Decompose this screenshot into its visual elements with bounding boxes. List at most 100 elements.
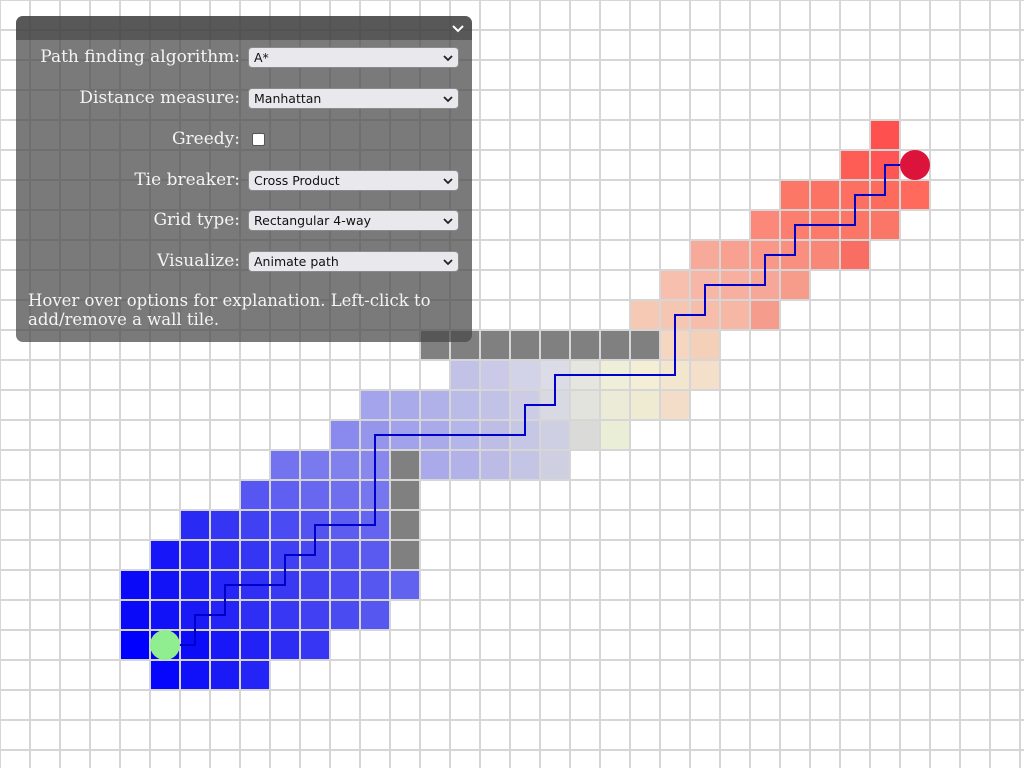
start-marker[interactable] [150, 630, 180, 660]
visited-tile[interactable] [360, 390, 390, 420]
wall-tile[interactable] [630, 330, 660, 360]
visited-tile[interactable] [330, 570, 360, 600]
visited-tile[interactable] [330, 540, 360, 570]
visited-tile[interactable] [390, 570, 420, 600]
visited-tile[interactable] [450, 450, 480, 480]
visualize-select[interactable]: Animate path [248, 251, 459, 272]
visited-tile[interactable] [660, 390, 690, 420]
visited-tile[interactable] [540, 420, 570, 450]
visited-tile[interactable] [150, 600, 180, 630]
visited-tile[interactable] [210, 660, 240, 690]
wall-tile[interactable] [390, 540, 420, 570]
visited-tile[interactable] [600, 390, 630, 420]
visited-tile[interactable] [360, 540, 390, 570]
visited-tile[interactable] [240, 510, 270, 540]
visited-tile[interactable] [720, 300, 750, 330]
visited-tile[interactable] [630, 390, 660, 420]
visited-tile[interactable] [570, 420, 600, 450]
grid-type-select[interactable]: Rectangular 4-way [248, 210, 459, 231]
visited-tile[interactable] [870, 120, 900, 150]
visited-tile[interactable] [690, 240, 720, 270]
goal-marker[interactable] [900, 150, 930, 180]
visited-tile[interactable] [270, 600, 300, 630]
visited-tile[interactable] [780, 270, 810, 300]
visited-tile[interactable] [240, 480, 270, 510]
visited-tile[interactable] [570, 390, 600, 420]
visited-tile[interactable] [270, 480, 300, 510]
visited-tile[interactable] [480, 450, 510, 480]
visited-tile[interactable] [240, 630, 270, 660]
visited-tile[interactable] [120, 630, 150, 660]
visited-tile[interactable] [540, 450, 570, 480]
visited-tile[interactable] [420, 450, 450, 480]
visited-tile[interactable] [900, 180, 930, 210]
visited-tile[interactable] [600, 420, 630, 450]
visited-tile[interactable] [240, 540, 270, 570]
visited-tile[interactable] [150, 570, 180, 600]
visited-tile[interactable] [750, 300, 780, 330]
chevron-down-icon [443, 218, 453, 225]
visited-tile[interactable] [480, 360, 510, 390]
visited-tile[interactable] [240, 600, 270, 630]
visited-tile[interactable] [690, 330, 720, 360]
visited-tile[interactable] [390, 390, 420, 420]
visited-tile[interactable] [300, 600, 330, 630]
visited-tile[interactable] [300, 450, 330, 480]
collapse-button[interactable] [448, 18, 468, 38]
wall-tile[interactable] [390, 510, 420, 540]
wall-tile[interactable] [480, 330, 510, 360]
visited-tile[interactable] [210, 630, 240, 660]
wall-tile[interactable] [390, 480, 420, 510]
visited-tile[interactable] [120, 600, 150, 630]
visited-tile[interactable] [180, 570, 210, 600]
visited-tile[interactable] [150, 660, 180, 690]
visited-tile[interactable] [180, 660, 210, 690]
visited-tile[interactable] [240, 660, 270, 690]
visited-tile[interactable] [630, 300, 660, 330]
visited-tile[interactable] [360, 600, 390, 630]
visited-tile[interactable] [840, 150, 870, 180]
visited-tile[interactable] [270, 510, 300, 540]
visited-tile[interactable] [150, 540, 180, 570]
wall-tile[interactable] [600, 330, 630, 360]
visited-tile[interactable] [840, 240, 870, 270]
visited-tile[interactable] [510, 360, 540, 390]
visited-tile[interactable] [870, 210, 900, 240]
visited-tile[interactable] [450, 360, 480, 390]
wall-tile[interactable] [570, 330, 600, 360]
visited-tile[interactable] [360, 570, 390, 600]
visited-tile[interactable] [750, 210, 780, 240]
visited-tile[interactable] [780, 180, 810, 210]
tie-breaker-select[interactable]: Cross Product [248, 170, 459, 191]
wall-tile[interactable] [390, 450, 420, 480]
visited-tile[interactable] [300, 570, 330, 600]
visited-tile[interactable] [810, 240, 840, 270]
chevron-down-icon [452, 25, 464, 33]
visited-tile[interactable] [510, 450, 540, 480]
visited-tile[interactable] [180, 540, 210, 570]
visited-tile[interactable] [300, 480, 330, 510]
visited-tile[interactable] [120, 570, 150, 600]
visited-tile[interactable] [450, 390, 480, 420]
visited-tile[interactable] [420, 390, 450, 420]
wall-tile[interactable] [540, 330, 570, 360]
visited-tile[interactable] [720, 240, 750, 270]
visited-tile[interactable] [330, 600, 360, 630]
greedy-checkbox[interactable] [252, 133, 265, 146]
visited-tile[interactable] [270, 630, 300, 660]
wall-tile[interactable] [510, 330, 540, 360]
algorithm-select[interactable]: A* [248, 47, 459, 68]
visited-tile[interactable] [330, 450, 360, 480]
visited-tile[interactable] [660, 270, 690, 300]
visited-tile[interactable] [210, 510, 240, 540]
visited-tile[interactable] [300, 630, 330, 660]
visited-tile[interactable] [690, 360, 720, 390]
distance-select[interactable]: Manhattan [248, 88, 459, 109]
visited-tile[interactable] [270, 450, 300, 480]
visited-tile[interactable] [180, 510, 210, 540]
visited-tile[interactable] [330, 420, 360, 450]
visited-tile[interactable] [210, 540, 240, 570]
visited-tile[interactable] [810, 180, 840, 210]
visited-tile[interactable] [330, 480, 360, 510]
visited-tile[interactable] [480, 390, 510, 420]
